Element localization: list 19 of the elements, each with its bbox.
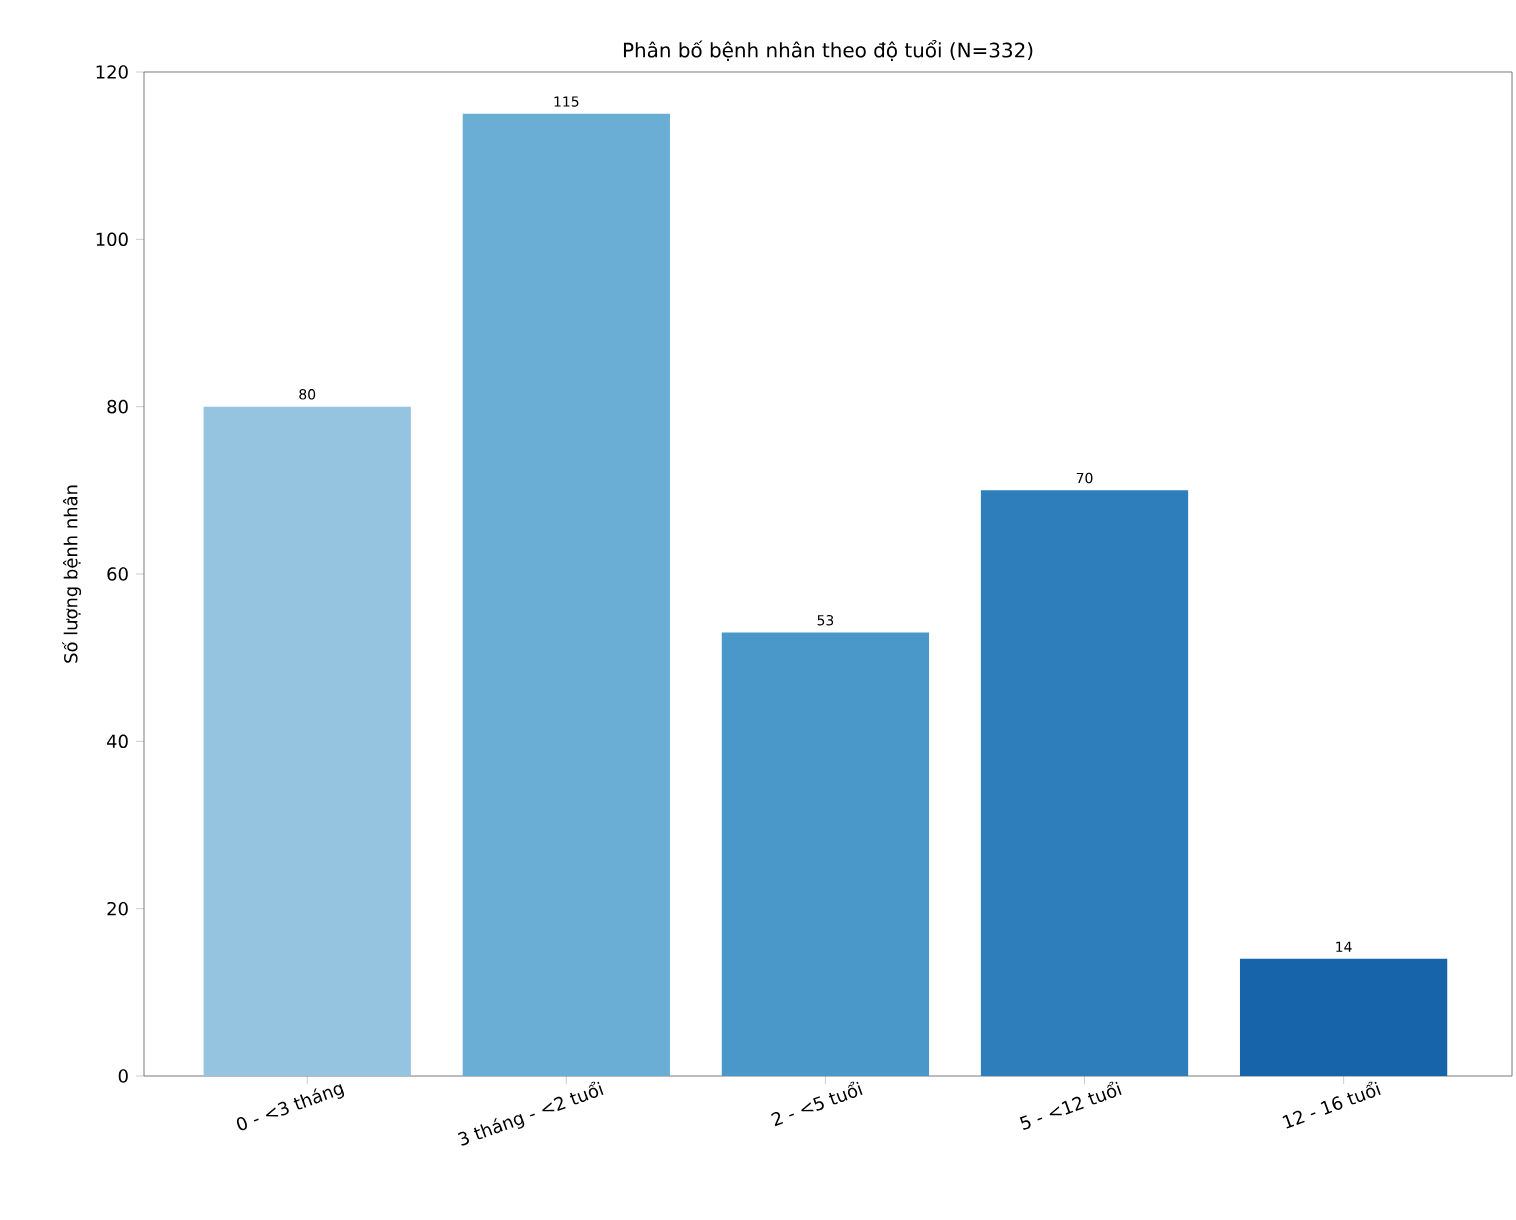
y-tick-label: 0 [118,1069,128,1083]
x-tick-label: 0 - <3 tháng [236,1084,345,1131]
x-tick-label: 3 tháng - <2 tuổi [457,1081,604,1146]
y-tick-label: 40 [107,734,128,749]
bar [721,632,930,1076]
y-tick-label: 100 [96,232,128,247]
x-tick-label: 12 - 16 tuổi [1282,1081,1381,1129]
bar [203,406,411,1076]
y-tick-label: 60 [107,567,128,581]
bar [980,490,1189,1076]
y-axis-title: Số lượng bệnh nhân [62,485,82,663]
chart-title: Phân bố bệnh nhân theo độ tuổi (N=332) [623,40,1033,61]
x-tick-label: 5 - <12 tuổi [1019,1081,1122,1130]
x-tick-label: 2 - <5 tuổi [771,1081,863,1127]
bar [462,113,670,1076]
y-tick-label: 120 [96,65,128,79]
y-tick-label: 80 [107,399,128,414]
y-tick-label: 20 [107,901,128,916]
bar [1239,958,1448,1076]
